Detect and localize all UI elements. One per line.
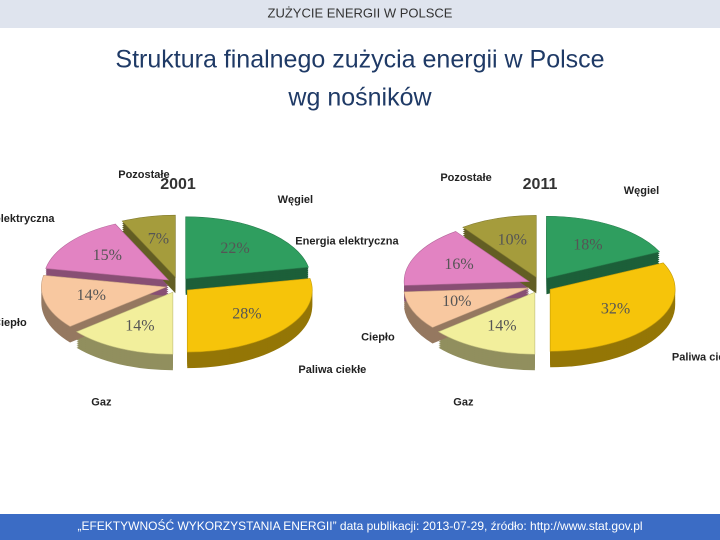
value-label: 28% [232,305,261,322]
slice [45,223,170,281]
category-label: Gaz [453,396,474,408]
slide-title: wg nośników [287,84,432,112]
value-label: 14% [125,318,154,335]
value-label: 32% [601,301,630,318]
slice [75,291,174,355]
header: ZUŻYCIE ENERGII W POLSCE [268,5,453,20]
category-label: Węgiel [624,185,659,197]
category-label: Ciepło [361,331,395,343]
value-label: 14% [487,318,516,335]
header-band [0,0,720,28]
slice [462,215,537,278]
slice [403,231,531,286]
value-label: 22% [220,240,249,257]
value-label: 14% [77,287,106,304]
category-label: Pozostałe [440,172,491,184]
slice [185,216,309,280]
value-label: 18% [573,236,602,253]
value-label: 7% [148,230,169,247]
chart-title: 2011 [523,176,558,193]
footer: „EFEKTYWNOŚĆ WYKORZYSTANIA ENERGII” data… [77,518,642,533]
category-label: Paliwa ciekłe [298,364,366,376]
category-label: Węgiel [278,194,313,206]
slice [41,275,167,327]
category-label: Pozostałe [118,169,169,181]
value-label: 10% [498,232,527,249]
slice [186,278,313,353]
slice [546,215,661,279]
slide-title: Struktura finalnego zużycia energii w Po… [115,46,604,74]
value-label: 15% [93,247,122,264]
category-label: Energia elektryczna [295,235,399,247]
category-label: Ciepło [0,317,27,329]
slice [437,291,536,355]
category-label: Energia elektryczna [0,213,55,225]
slice [549,262,676,352]
chart-title: 2001 [160,176,196,193]
value-label: 16% [444,256,473,273]
category-label: Paliwa ciekłe [672,352,720,364]
slice [403,287,529,328]
slice [121,214,176,278]
category-label: Gaz [91,396,112,408]
value-label: 10% [442,293,471,310]
footer-band [0,514,720,540]
